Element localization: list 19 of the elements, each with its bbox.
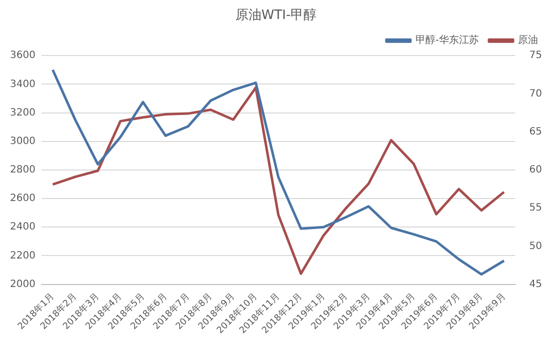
y2-tick-label: 60 [529, 164, 542, 176]
y-tick-label: 2200 [10, 250, 36, 262]
y-tick-label: 3000 [10, 136, 36, 147]
y2-tick-label: 75 [529, 50, 542, 62]
y-tick-label: 2400 [10, 222, 36, 233]
y-tick-label: 3400 [10, 78, 36, 90]
y-tick-label: 3200 [10, 107, 36, 118]
y2-tick-label: 50 [529, 240, 542, 252]
y2-tick-label: 45 [529, 278, 542, 290]
y2-tick-label: 70 [529, 88, 542, 100]
chart-title: 原油WTI-甲醇 [235, 8, 317, 24]
y-tick-label: 2800 [10, 164, 36, 176]
y-tick-label: 2600 [10, 193, 36, 204]
legend-label: 甲醇-华东江苏 [415, 34, 479, 46]
y2-tick-label: 65 [529, 126, 542, 138]
y-tick-label: 3600 [10, 50, 36, 62]
y-tick-label: 2000 [10, 278, 36, 290]
legend-label: 原油 [518, 34, 538, 46]
y2-tick-label: 55 [529, 202, 542, 214]
